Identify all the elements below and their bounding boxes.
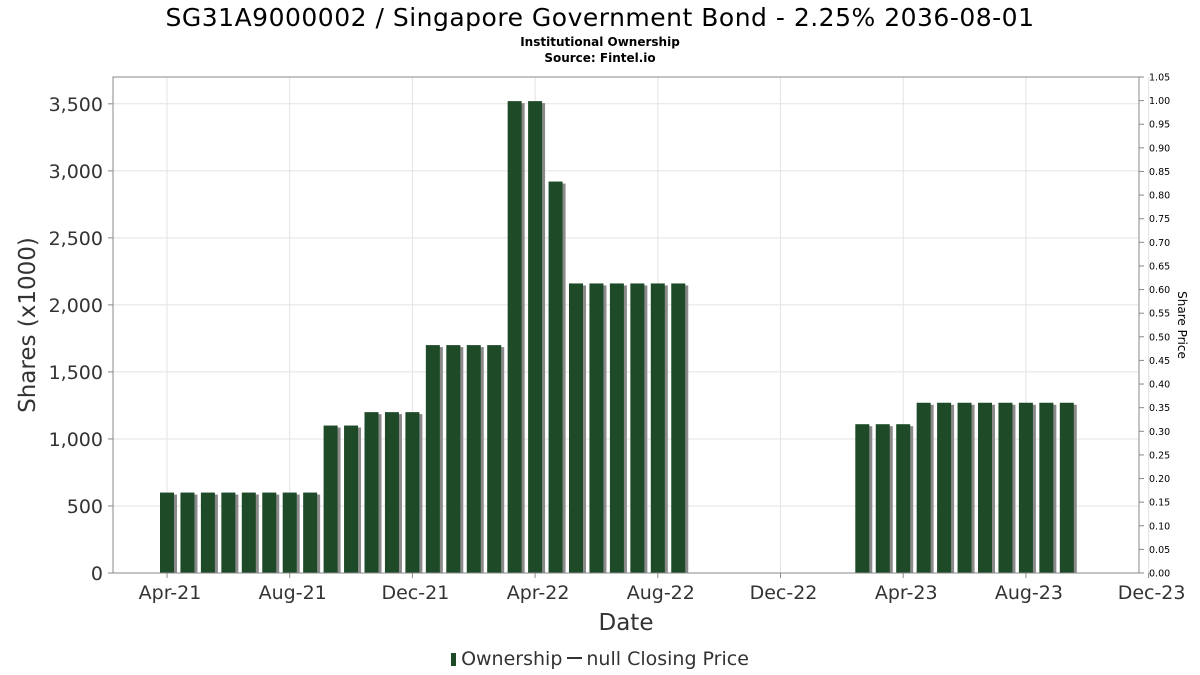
y2-tick-label: 0.80 (1149, 191, 1170, 202)
ownership-bar (630, 283, 645, 573)
x-tick-label: Dec-21 (381, 582, 449, 604)
ownership-bar (425, 345, 440, 573)
y2-tick-label: 0.95 (1149, 120, 1170, 131)
x-tick-label: Aug-21 (259, 582, 327, 604)
y-tick-label: 2,000 (49, 295, 103, 317)
ownership-bar (180, 492, 195, 573)
ownership-legend-label: Ownership (461, 648, 563, 670)
ownership-bar (569, 283, 583, 573)
y2-tick-label: 0.85 (1149, 167, 1170, 178)
ownership-bar (160, 492, 174, 573)
ownership-bar (528, 101, 543, 573)
ownership-bar (957, 402, 972, 573)
y2-tick-label: 0.25 (1149, 450, 1170, 461)
chart-title: SG31A9000002 / Singapore Government Bond… (165, 3, 1035, 32)
y-tick-label: 3,000 (49, 161, 103, 183)
ownership-bar (998, 402, 1013, 573)
y-axis-title: Shares (x1000) (15, 237, 41, 413)
y-tick-label: 1,000 (49, 429, 103, 451)
x-tick-label: Apr-21 (139, 582, 202, 604)
y-tick-label: 1,500 (49, 362, 103, 384)
ownership-bar (1018, 402, 1033, 573)
y2-axis-title: Share Price (1175, 291, 1189, 359)
ownership-bar (978, 402, 992, 573)
ownership-bar (282, 492, 297, 573)
ownership-bar (384, 412, 399, 573)
x-tick-label: Aug-22 (627, 582, 695, 604)
ownership-bar (221, 492, 236, 573)
ownership-bar (1059, 402, 1074, 573)
y2-tick-label: 0.05 (1149, 545, 1170, 556)
ownership-bar (589, 283, 604, 573)
y2-tick-label: 0.20 (1149, 474, 1170, 485)
ownership-bar (609, 283, 624, 573)
ownership-bar (262, 492, 277, 573)
x-tick-label: Aug-23 (995, 582, 1063, 604)
x-tick-label: Apr-23 (875, 582, 938, 604)
y2-tick-label: 0.45 (1149, 356, 1170, 367)
y2-tick-label: 0.35 (1149, 403, 1170, 414)
ownership-bar (323, 425, 338, 573)
ownership-bar (241, 492, 256, 573)
x-axis-title: Date (599, 610, 654, 636)
y-tick-label: 2,500 (49, 228, 103, 250)
y2-tick-label: 0.75 (1149, 214, 1170, 225)
ownership-bar (446, 345, 461, 573)
ownership-bar (405, 412, 420, 573)
closing-price-legend-line (567, 657, 583, 659)
y2-tick-label: 0.15 (1149, 498, 1170, 509)
ownership-bar (650, 283, 665, 573)
x-tick-label: Dec-22 (750, 582, 818, 604)
y2-tick-label: 0.40 (1149, 380, 1170, 391)
plot-border (112, 76, 1140, 574)
ownership-bar (937, 402, 952, 573)
ownership-bar (364, 412, 379, 573)
ownership-bar (1039, 402, 1054, 573)
y2-tick-label: 0.55 (1149, 309, 1170, 320)
ownership-bar (875, 424, 890, 573)
legend: Ownership null Closing Price (0, 648, 1200, 670)
chart-subtitle: Institutional Ownership (520, 35, 680, 49)
ownership-bar (916, 402, 931, 573)
x-tick-label: Dec-23 (1118, 582, 1186, 604)
y2-tick-label: 0.60 (1149, 285, 1170, 296)
ownership-chart: 0 500 1,000 1,500 2,000 2,500 3,000 3,500 Apr-21… (15, 73, 1189, 637)
ownership-bar (855, 424, 870, 573)
ownership-bar (344, 425, 359, 573)
y2-tick-label: 1.05 (1149, 73, 1170, 84)
y2-tick-label: 0.90 (1149, 143, 1170, 154)
ownership-bar (507, 101, 522, 573)
y2-tick-label: 0.65 (1149, 261, 1170, 272)
ownership-bar (896, 424, 911, 573)
ownership-bar (466, 345, 481, 573)
ownership-legend-swatch (451, 653, 457, 666)
y-tick-label: 0 (91, 563, 103, 585)
ownership-bar (487, 345, 502, 573)
ownership-bar (303, 492, 318, 573)
y-tick-label: 3,500 (49, 94, 103, 116)
y2-tick-label: 0.50 (1149, 332, 1170, 343)
ownership-bar (671, 283, 686, 573)
y-tick-label: 500 (67, 496, 103, 518)
ownership-bar (200, 492, 215, 573)
closing-price-legend-label: null Closing Price (586, 648, 749, 670)
y2-tick-label: 0.00 (1149, 569, 1170, 580)
y2-tick-label: 0.10 (1149, 521, 1170, 532)
y2-tick-label: 1.00 (1149, 96, 1170, 107)
x-tick-label: Apr-22 (507, 582, 570, 604)
chart-source: Source: Fintel.io (544, 51, 656, 65)
y2-tick-label: 0.70 (1149, 238, 1170, 249)
y2-tick-label: 0.30 (1149, 427, 1170, 438)
ownership-bar (548, 181, 563, 573)
